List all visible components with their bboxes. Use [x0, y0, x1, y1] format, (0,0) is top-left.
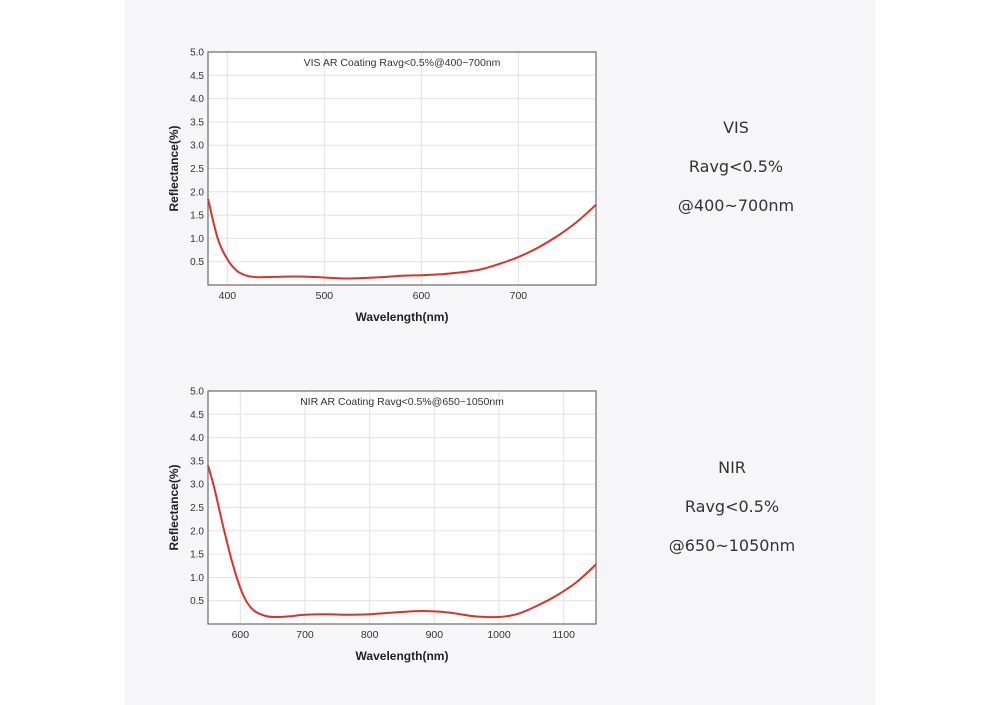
nir-y-tick-label: 4.5	[190, 410, 204, 421]
vis-y-axis-label: Reflectance(%)	[167, 125, 181, 211]
nir-y-tick-label: 2.0	[190, 526, 204, 537]
vis-x-tick-label: 500	[316, 290, 334, 302]
nir-x-tick-label: 1100	[552, 629, 575, 641]
vis-y-tick-label: 0.5	[190, 257, 204, 268]
nir-y-axis-label: Reflectance(%)	[167, 464, 181, 550]
nir-x-tick-label: 600	[232, 629, 250, 641]
nir-x-axis-label: Wavelength(nm)	[356, 649, 449, 663]
nir-x-tick-label: 900	[426, 629, 444, 641]
nir-y-tick-label: 1.5	[190, 550, 204, 561]
nir-y-tick-label: 0.5	[190, 596, 204, 607]
vis-spec-ravg: Ravg<0.5%	[688, 157, 784, 176]
vis-x-tick-label: 400	[219, 290, 237, 302]
nir-x-tick-label: 700	[296, 629, 314, 641]
nir-plot-frame	[207, 390, 597, 625]
vis-plot-frame	[207, 51, 597, 286]
nir-y-tick-label: 3.5	[190, 456, 204, 467]
vis-y-tick-label: 2.5	[190, 164, 204, 175]
vis-y-tick-label: 3.0	[190, 141, 204, 152]
vis-y-tick-label: 4.0	[190, 94, 204, 105]
vis-x-tick-label: 600	[413, 290, 431, 302]
vis-chart-title: VIS AR Coating Ravg<0.5%@400~700nm	[304, 57, 501, 69]
vis-y-tick-label: 1.0	[190, 234, 204, 245]
vis-spec-name: VIS	[723, 118, 749, 137]
nir-y-tick-label: 5.0	[190, 387, 204, 398]
vis-spec-range: @400~700nm	[677, 196, 795, 215]
vis-y-tick-label: 3.5	[190, 117, 204, 128]
vis-reflectance-chart: 0.5 1.0 1.5 2.0 2.5 3.0 3.5 4.0 4.5 5.0 400 500 600 7…	[167, 48, 597, 324]
nir-y-tick-label: 2.5	[190, 503, 204, 514]
vis-y-tick-label: 4.5	[190, 71, 204, 82]
vis-x-axis-label: Wavelength(nm)	[356, 310, 449, 324]
nir-reflectance-chart: 0.5 1.0 1.5 2.0 2.5 3.0 3.5 4.0 4.5 5.0 600 700 800 9…	[167, 387, 597, 663]
nir-x-tick-label: 1000	[487, 629, 511, 641]
vis-spec-block: VIS Ravg<0.5% @400~700nm	[626, 108, 846, 225]
nir-x-tick-label: 800	[361, 629, 379, 641]
vis-y-tick-label: 1.5	[190, 211, 204, 222]
nir-chart-title: NIR AR Coating Ravg<0.5%@650~1050nm	[300, 396, 504, 408]
vis-x-tick-label: 700	[510, 290, 528, 302]
vis-y-tick-label: 2.0	[190, 187, 204, 198]
vis-reflectance-line	[207, 198, 597, 280]
nir-spec-name: NIR	[718, 458, 746, 477]
nir-spec-block: NIR Ravg<0.5% @650~1050nm	[622, 448, 842, 565]
nir-spec-ravg: Ravg<0.5%	[684, 497, 780, 516]
nir-y-tick-label: 1.0	[190, 573, 204, 584]
nir-y-tick-label: 3.0	[190, 480, 204, 491]
vis-y-tick-label: 5.0	[190, 48, 204, 59]
nir-reflectance-line	[207, 465, 597, 619]
nir-spec-range: @650~1050nm	[668, 536, 796, 555]
nir-y-tick-label: 4.0	[190, 433, 204, 444]
